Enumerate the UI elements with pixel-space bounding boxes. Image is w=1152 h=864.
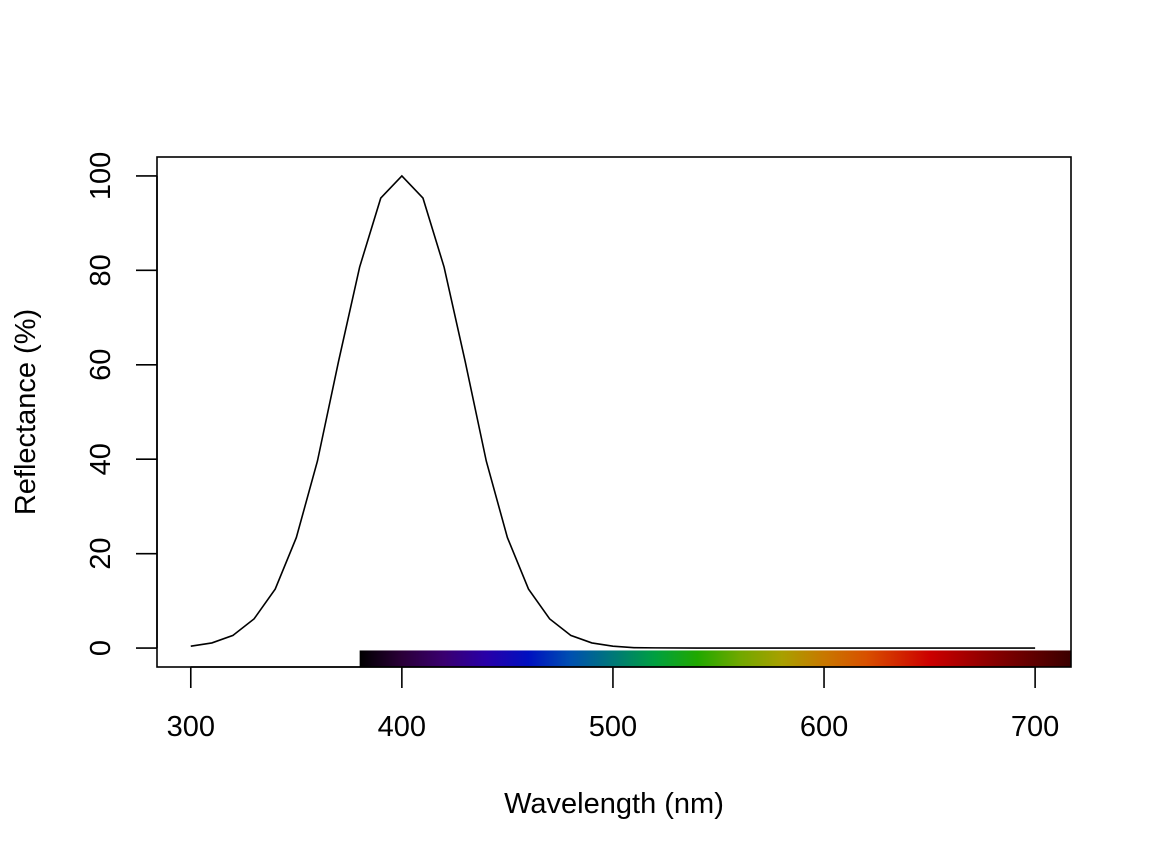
y-tick-label: 80 [85,254,117,286]
y-tick-label: 60 [85,349,117,381]
x-axis-label: Wavelength (nm) [504,788,724,820]
y-axis: 0 20 40 60 80 100 [85,152,158,656]
y-tick-label: 100 [85,152,117,200]
x-tick-label: 600 [800,711,848,743]
x-tick-label: 300 [167,711,215,743]
y-tick-label: 0 [85,640,117,656]
y-tick-label: 40 [85,443,117,475]
reflectance-curve [190,174,1036,649]
x-tick-label: 700 [1011,711,1059,743]
spectrum-bar [359,650,1071,667]
x-tick-label: 400 [378,711,426,743]
y-tick-label: 20 [85,538,117,570]
x-axis: 300 400 500 600 700 [167,666,1059,743]
y-axis-label: Reflectance (%) [10,309,42,515]
plot-frame [156,156,1072,668]
x-tick-label: 500 [589,711,637,743]
